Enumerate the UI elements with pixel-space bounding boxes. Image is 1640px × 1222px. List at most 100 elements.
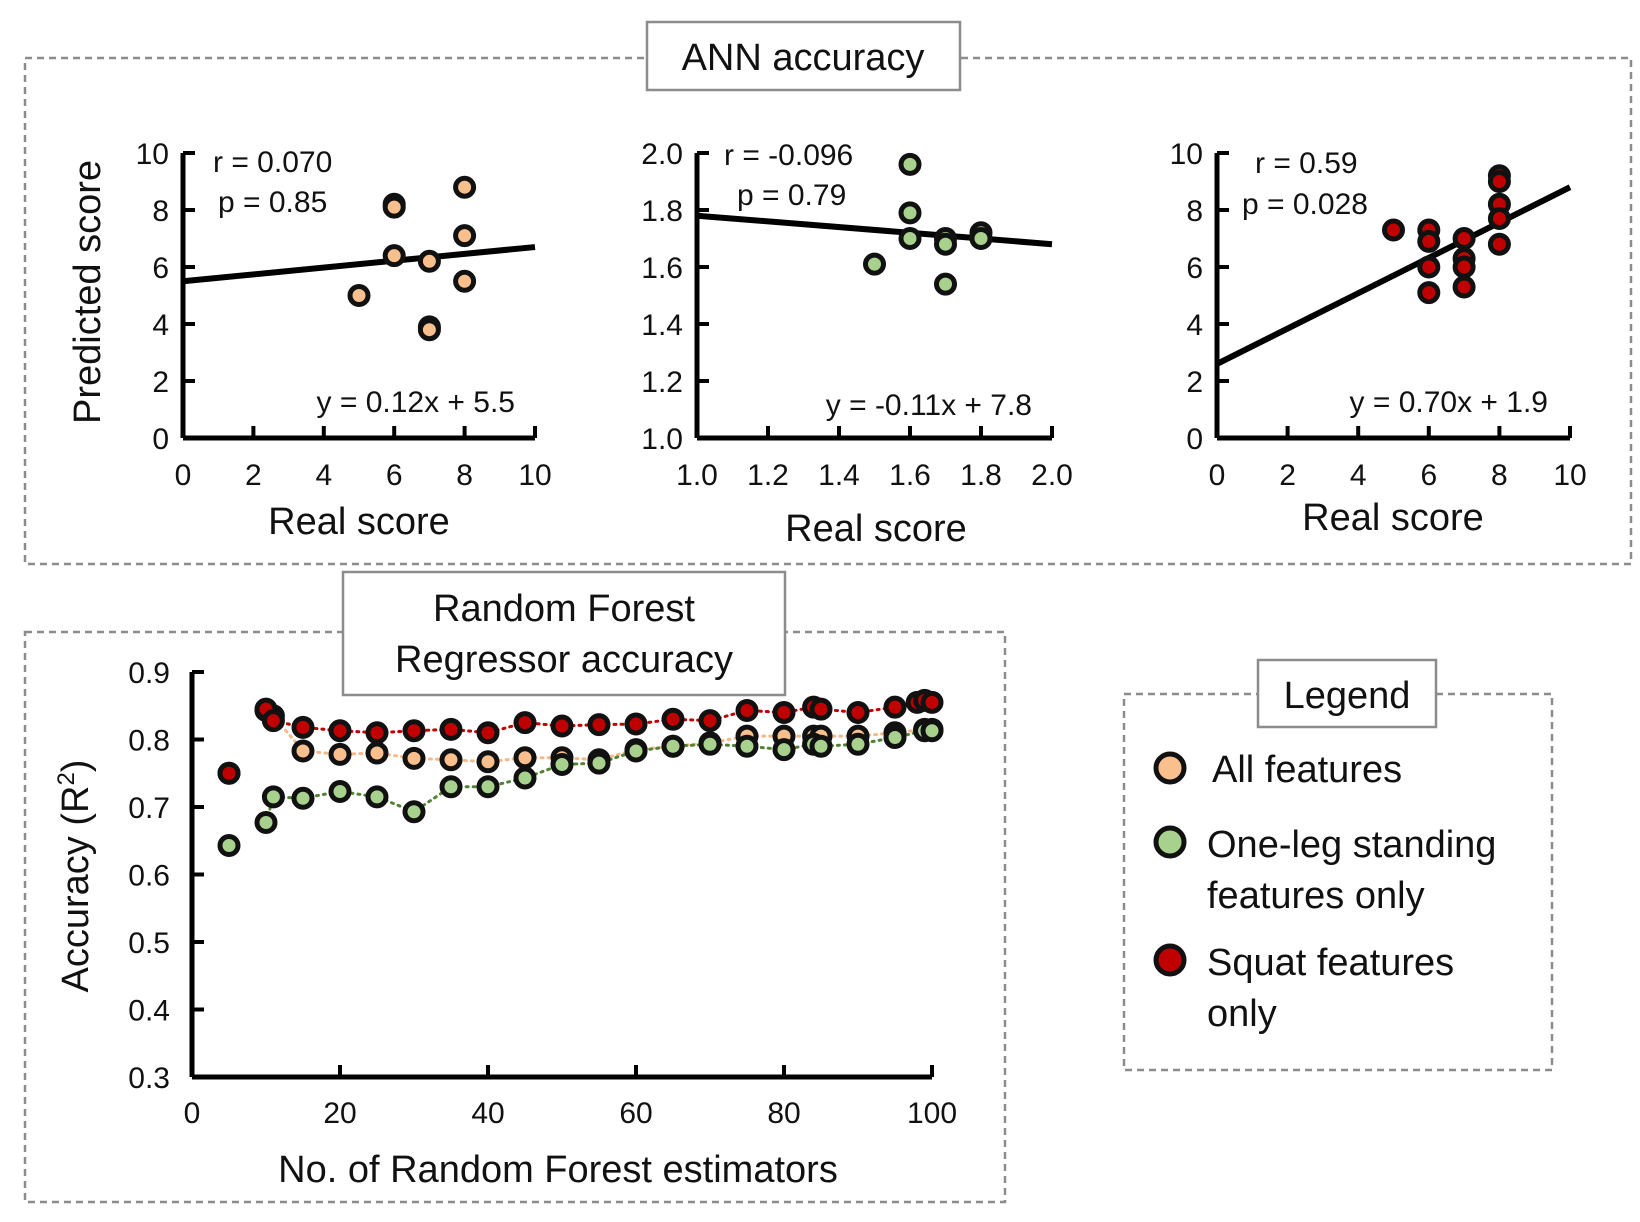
panel2-regression-equation: y = -0.11x + 7.8 [826,389,1032,422]
panel2-trend-line [696,212,1053,248]
rf-y-tick-label: 0.9 [128,657,170,690]
legend-marker-squat [1153,943,1187,977]
rf-point-one-leg [920,719,944,743]
rf-point-one-leg [261,785,285,809]
rf-point-squat [772,701,796,724]
panel1-data-point [347,284,371,307]
rf-point-squat [809,697,833,721]
rf-point-squat [328,719,352,743]
rf-y-axis-label: Accuracy (R2) [53,760,97,993]
panel3-y-tick-label: 6 [1186,252,1203,285]
rf-x-tick-label: 0 [184,1097,201,1130]
rf-point-squat [261,709,285,733]
legend-label-squat-line1: Squat features [1207,942,1454,984]
panel2-x-axis-label: Real score [785,508,967,550]
rf-trend-line-one-leg [264,729,934,825]
panel1-data-point [382,244,406,268]
rf-y-tick-label: 0.4 [128,995,170,1028]
rf-x-tick-label: 80 [767,1097,800,1130]
rf-point-one-leg [513,766,537,790]
legend-label-one-leg-line2: features only [1207,875,1425,917]
panel2-y-tick-label: 1.4 [641,309,683,342]
rf-point-one-leg [439,775,463,799]
panel2-x-tick-label: 1.2 [747,459,789,492]
panel2-data-point [898,227,922,250]
panel3-y-tick-label: 2 [1186,366,1203,399]
panel3-y-tick-label: 10 [1170,138,1203,171]
panel2-x-tick-label: 1.4 [818,459,860,492]
panel1-x-axis-label: Real score [268,501,450,543]
rf-point-all [439,748,463,772]
panel2-y-tick-label: 1.2 [641,366,683,399]
panel1-regression-equation: y = 0.12x + 5.5 [317,386,515,419]
panel3-data-point [1487,232,1511,256]
rf-point-one-leg [550,752,574,776]
panel3-data-point [1452,275,1476,299]
legend-title: Legend [1284,675,1411,717]
panel1-data-point [453,175,477,199]
rf-point-squat [883,695,907,719]
ann-title: ANN accuracy [682,37,925,79]
panel2-data-point [934,232,957,256]
rf-point-squat [735,698,759,722]
rf-point-one-leg [291,786,315,810]
rf-title-line1: Random Forest [433,588,695,630]
rf-point-all [328,742,352,766]
panel3-data-point [1452,255,1476,279]
panel1-y-tick-label: 10 [136,138,169,171]
legend-title-box [1256,658,1438,729]
panel2-data-point [934,272,957,296]
rf-y-tick-label: 0.5 [128,927,170,960]
rf-point-squat [846,701,870,724]
ann-title-box [645,20,962,92]
rf-point-one-leg [587,751,611,775]
rf-x-axis-label: No. of Random Forest estimators [278,1149,838,1191]
rf-y-tick-label: 0.3 [128,1062,170,1095]
rf-point-one-leg [772,738,796,762]
panel1-y-tick-label: 4 [152,309,169,342]
panel1-p-value: p = 0.85 [218,186,327,219]
rf-point-all [291,739,315,763]
rf-point-one-leg [809,734,833,758]
panel1-x-tick-label: 6 [386,459,403,492]
rf-point-one-leg [328,779,352,803]
rf-x-tick-label: 20 [323,1097,356,1130]
rf-point-squat [291,715,315,739]
panel3-r-value: r = 0.59 [1255,147,1358,180]
rf-point-squat [920,690,944,714]
panel3-data-point [1382,218,1405,242]
panel1-x-tick-label: 8 [456,459,473,492]
panel2-y-tick-label: 2.0 [641,138,683,171]
rf-point-squat [661,707,685,731]
panel2-data-point [898,152,922,176]
rf-trend-line-all [264,708,934,764]
panel3-x-tick-label: 0 [1209,459,1226,492]
rf-point-one-leg [846,732,870,756]
panel3-x-tick-label: 10 [1553,459,1586,492]
rf-point-one-leg [698,732,722,756]
legend-label-all-features: All features [1212,749,1402,791]
panel1-data-point [417,249,441,273]
rf-point-squat [587,713,611,737]
panel2-data-point [863,252,886,276]
rf-point-squat [476,721,500,745]
panel2-x-tick-label: 1.8 [960,459,1002,492]
panel3-x-axis-label: Real score [1302,497,1484,539]
panel3-data-point [1487,170,1511,193]
rf-point-squat [365,721,389,745]
rf-y-tick-label: 0.7 [128,792,170,825]
rf-x-tick-label: 100 [907,1097,957,1130]
rf-title-box [341,570,787,697]
panel1-data-point [417,318,441,342]
panel3-x-tick-label: 8 [1491,459,1508,492]
panel2-x-tick-label: 1.6 [889,459,931,492]
panel1-x-tick-label: 4 [315,459,332,492]
rf-x-tick-label: 60 [619,1097,652,1130]
panel1-data-point [453,269,477,293]
panel1-x-tick-label: 2 [245,459,262,492]
panel1-y-tick-label: 6 [152,252,169,285]
rf-x-tick-label: 40 [471,1097,504,1130]
panel2-y-tick-label: 1.8 [641,195,683,228]
